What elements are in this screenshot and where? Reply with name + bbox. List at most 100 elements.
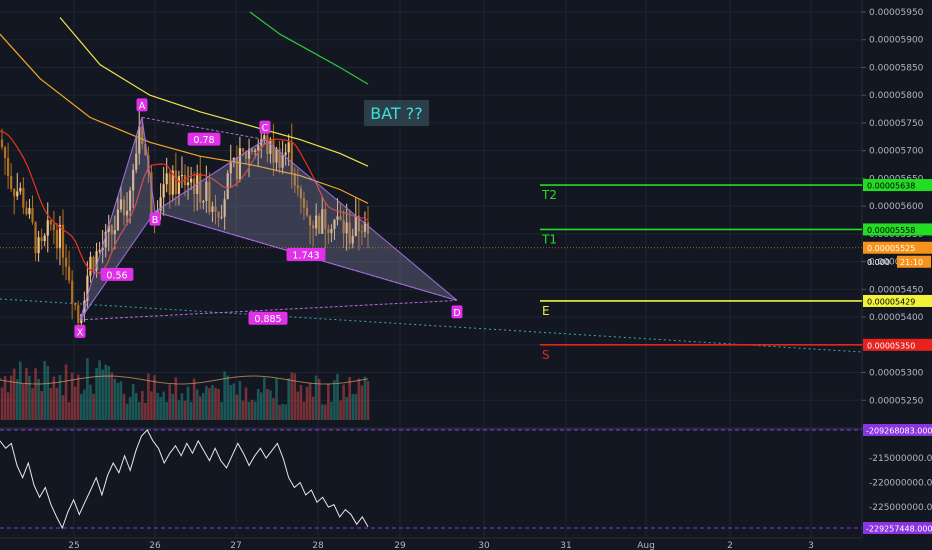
- volume-bar: [95, 367, 98, 420]
- level-label-t1: T1: [541, 232, 557, 246]
- volume-bar: [324, 404, 327, 420]
- candle-body: [19, 187, 22, 192]
- candle-body: [168, 173, 171, 195]
- x-tick-label: 30: [478, 541, 490, 550]
- candle-body: [278, 148, 281, 168]
- volume-bar: [34, 368, 37, 420]
- volume-bar: [89, 384, 92, 420]
- point-label-c-text: C: [262, 123, 269, 134]
- level-label-t2: T2: [541, 188, 557, 202]
- ratio-label-2-bg: [286, 247, 326, 261]
- volume-bar: [238, 381, 242, 420]
- volume-bar: [80, 393, 83, 420]
- point-label-c: C: [259, 120, 271, 134]
- volume-bar: [174, 377, 178, 420]
- volume-bar: [64, 364, 68, 420]
- y-tick-label: 0.00005250: [869, 396, 924, 406]
- volume-bar: [247, 401, 251, 420]
- x-tick-label: 28: [312, 541, 324, 550]
- candle-body: [229, 161, 232, 174]
- candle-body: [266, 135, 269, 154]
- point-label-a: A: [136, 98, 148, 112]
- ratio-line-ac: [141, 116, 266, 141]
- volume-bar: [333, 380, 336, 420]
- volume-bar: [259, 392, 263, 420]
- volume-bar: [269, 390, 272, 420]
- candle-body: [22, 187, 25, 208]
- price-axis-bg: [862, 0, 932, 550]
- candle-body: [159, 197, 162, 211]
- point-label-a-bg: [136, 98, 148, 112]
- candle-body: [43, 235, 46, 242]
- level-badge-text-t2: 0.00005638: [867, 182, 915, 191]
- candle-body: [333, 219, 336, 230]
- y-tick-label: 0.00005700: [869, 147, 924, 157]
- volume-bar: [278, 404, 281, 420]
- candle-body: [101, 247, 104, 251]
- volume-bar: [342, 384, 345, 420]
- candle-body: [25, 207, 28, 215]
- annotation-bat: BAT ??: [364, 100, 429, 126]
- candle-body: [71, 280, 74, 304]
- candle-body: [238, 148, 241, 180]
- volume-bar: [28, 375, 31, 420]
- volume-bar: [153, 375, 156, 420]
- ratio-label-3-text: 0.885: [254, 314, 281, 325]
- point-label-d-bg: [451, 305, 463, 319]
- candle-body: [16, 191, 19, 197]
- level-badge-text-e: 0.00005429: [867, 297, 915, 306]
- candle-body: [125, 210, 129, 216]
- volume-bar: [266, 388, 269, 420]
- pattern-triangle-xab: [79, 117, 156, 321]
- level-badge-s: [863, 338, 932, 351]
- candle-body: [339, 216, 342, 221]
- volume-bar: [183, 400, 187, 420]
- candle-body: [305, 207, 309, 216]
- x-tick-label: 27: [230, 541, 241, 550]
- candle-body: [13, 188, 16, 197]
- volume-bar: [168, 384, 172, 420]
- candle-body: [211, 206, 214, 212]
- candle-body: [247, 148, 251, 159]
- candle-body: [46, 220, 49, 236]
- ratio-label-1: 0.56: [100, 267, 134, 281]
- y-tick-label: 0.00005950: [869, 8, 924, 18]
- candle-body: [308, 215, 312, 226]
- candle-body: [77, 305, 80, 324]
- candle-body: [321, 209, 324, 234]
- volume-bar: [37, 378, 40, 420]
- candle-body: [0, 139, 4, 148]
- volume-bar: [150, 391, 153, 420]
- candle-body: [107, 225, 110, 232]
- volume-bar: [281, 403, 284, 420]
- indicator-badge-top: [863, 424, 932, 436]
- volume-bar: [116, 382, 120, 420]
- volume-bar: [25, 367, 28, 420]
- volume-bar: [263, 377, 266, 420]
- volume-bar: [104, 364, 107, 420]
- volume-bar: [55, 387, 59, 420]
- ma-orange-line: [0, 33, 369, 204]
- volume-bar: [186, 386, 190, 420]
- volume-bar: [272, 397, 275, 420]
- candle-body: [10, 176, 13, 189]
- candle-body: [281, 154, 284, 168]
- volume-bar: [19, 361, 22, 420]
- volume-bar: [122, 393, 126, 420]
- volume-bar: [52, 376, 56, 420]
- volume-bar: [70, 372, 74, 420]
- volume-bar: [299, 384, 303, 420]
- x-tick-label: 31: [560, 541, 571, 550]
- candle-body: [89, 256, 92, 276]
- candle-body: [348, 222, 351, 244]
- volume-bar: [141, 390, 144, 420]
- volume-bar: [330, 401, 333, 420]
- candle-body: [263, 135, 266, 140]
- volume-bar: [366, 380, 370, 420]
- candle-body: [31, 208, 34, 223]
- candle-body: [217, 211, 220, 218]
- volume-bar: [339, 400, 342, 420]
- y-tick-label: 0.00005750: [869, 119, 924, 129]
